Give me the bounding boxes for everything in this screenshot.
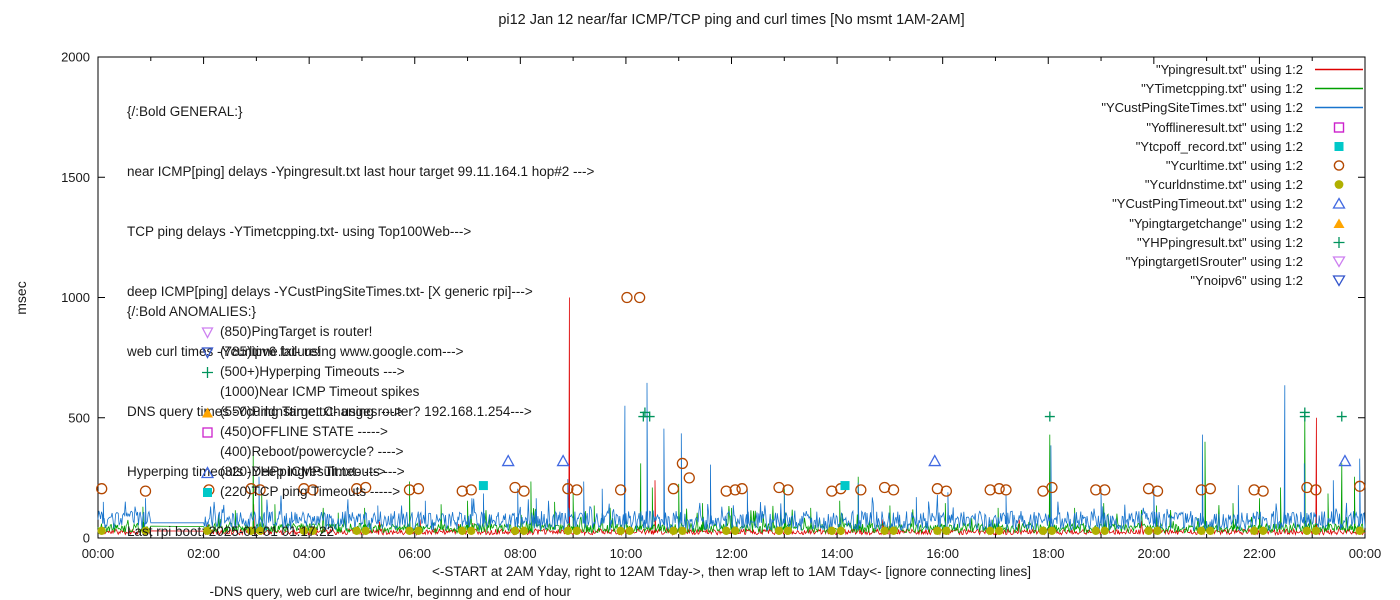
svg-text:500: 500 xyxy=(68,410,90,425)
svg-text:20:00: 20:00 xyxy=(1138,546,1171,561)
series-YTimetcpping.txt xyxy=(97,412,1366,535)
anomaly-reboot-powercycle: (400)Reboot/powercycle? ----> xyxy=(200,442,419,462)
x-axis-label: <-START at 2AM Yday, right to 12AM Tday-… xyxy=(432,564,1031,579)
anomaly-deep-icmp-timeouts: (320)Deep ICMP Timeouts ---> xyxy=(200,462,419,482)
filled-square-cyan-icon xyxy=(200,485,215,500)
anomaly-pingtarget-router: (850)PingTarget is router! xyxy=(200,322,419,342)
anomalies-annotation-block: {/:Bold ANOMALIES:} (850)PingTarget is r… xyxy=(127,302,419,502)
plus-icon xyxy=(200,365,215,380)
general-annotation-block: {/:Bold GENERAL:} near ICMP[ping] delays… xyxy=(127,62,617,600)
svg-text:14:00: 14:00 xyxy=(821,546,854,561)
legend-entry-ycurldnstime: "Ycurldnstime.txt" using 1:2 xyxy=(1101,175,1366,194)
annotation-line: Last rpi boot: 2025-01-01 01:17:22 xyxy=(127,524,335,539)
no-marker-spacer xyxy=(200,385,215,400)
open-down-triangle-icon xyxy=(1312,274,1366,288)
open-triangle-icon xyxy=(1312,197,1366,211)
legend-entry-yhppingresult: "YHPpingresult.txt" using 1:2 xyxy=(1101,233,1366,252)
svg-text:2000: 2000 xyxy=(61,50,90,65)
filled-triangle-icon xyxy=(1312,216,1366,230)
anomaly-hyperping-timeouts: (500+)Hyperping Timeouts ---> xyxy=(200,362,419,382)
svg-text:1500: 1500 xyxy=(61,170,90,185)
open-square-icon xyxy=(1312,120,1366,134)
legend-entry-ytcpoff-record: "Ytcpoff_record.txt" using 1:2 xyxy=(1101,137,1366,156)
annotation-line: web curl times -Ycurltime.txt- using www… xyxy=(127,344,464,359)
anomaly-near-icmp-timeout: (1000)Near ICMP Timeout spikes xyxy=(200,382,419,402)
legend: "Ypingresult.txt" using 1:2 "YTimetcppin… xyxy=(1101,60,1366,290)
annotation-line: {/:Bold GENERAL:} xyxy=(127,104,243,119)
line-sample-icon xyxy=(1312,63,1366,77)
anomaly-tcp-ping-timeouts: (220)TCP ping Timeouts -----> xyxy=(200,482,419,502)
plus-icon xyxy=(1312,235,1366,249)
anomaly-offline-state: (450)OFFLINE STATE -----> xyxy=(200,422,419,442)
legend-entry-ycustpingsitetimes: "YCustPingSiteTimes.txt" using 1:2 xyxy=(1101,98,1366,117)
svg-text:00:00: 00:00 xyxy=(1349,546,1382,561)
svg-text:04:00: 04:00 xyxy=(293,546,326,561)
anomaly-ipv6-failure: (785)ipv6 failure! xyxy=(200,342,419,362)
svg-text:0: 0 xyxy=(83,531,90,546)
legend-entry-yofflineresult: "Yofflineresult.txt" using 1:2 xyxy=(1101,118,1366,137)
annotation-line: deep ICMP[ping] delays -YCustPingSiteTim… xyxy=(127,284,533,299)
series-Ypingresult.txt xyxy=(97,297,1366,537)
annotation-line: near ICMP[ping] delays -Ypingresult.txt … xyxy=(127,164,595,179)
svg-text:18:00: 18:00 xyxy=(1032,546,1065,561)
svg-text:22:00: 22:00 xyxy=(1243,546,1276,561)
line-sample-icon xyxy=(1312,101,1366,115)
svg-text:10:00: 10:00 xyxy=(610,546,643,561)
annotation-line: Hyperping timeouts -YHPpingresult.txt- -… xyxy=(127,464,386,479)
anomalies-header: {/:Bold ANOMALIES:} xyxy=(127,304,257,319)
legend-entry-ycustpingtimeout: "YCustPingTimeout.txt" using 1:2 xyxy=(1101,194,1366,213)
svg-text:00:00: 00:00 xyxy=(82,546,115,561)
open-square-magenta-icon xyxy=(200,425,215,440)
legend-entry-ypingtargetisrouter: "YpingtargetISrouter" using 1:2 xyxy=(1101,252,1366,271)
filled-square-icon xyxy=(1312,139,1366,153)
annotation-line: TCP ping delays -YTimetcpping.txt- using… xyxy=(127,224,472,239)
legend-entry-ypingtargetchange: "Ypingtargetchange" using 1:2 xyxy=(1101,214,1366,233)
chart-title: pi12 Jan 12 near/far ICMP/TCP ping and c… xyxy=(498,12,965,28)
no-marker-spacer xyxy=(200,445,215,460)
series-YCustPingSiteTimes.txt xyxy=(97,382,1366,532)
svg-text:08:00: 08:00 xyxy=(504,546,537,561)
legend-entry-ynoipv6: "Ynoipv6" using 1:2 xyxy=(1101,271,1366,290)
down-triangle-violet-icon xyxy=(200,325,215,340)
filled-circle-icon xyxy=(1312,178,1366,192)
svg-text:12:00: 12:00 xyxy=(715,546,748,561)
down-triangle-blue-icon xyxy=(200,345,215,360)
open-down-triangle-icon xyxy=(1312,254,1366,268)
svg-text:1000: 1000 xyxy=(61,290,90,305)
legend-entry-ycurltime: "Ycurltime.txt" using 1:2 xyxy=(1101,156,1366,175)
legend-entry-ypingresult: "Ypingresult.txt" using 1:2 xyxy=(1101,60,1366,79)
annotation-line: -DNS query, web curl are twice/hr, begin… xyxy=(127,584,571,599)
legend-entry-ytimetcpping: "YTimetcpping.txt" using 1:2 xyxy=(1101,79,1366,98)
annotation-line: DNS query times -Ycurldnstime.txt- using… xyxy=(127,404,532,419)
svg-text:16:00: 16:00 xyxy=(926,546,959,561)
open-circle-icon xyxy=(1312,159,1366,173)
svg-text:06:00: 06:00 xyxy=(398,546,431,561)
filled-triangle-orange-icon xyxy=(200,405,215,420)
anomaly-ping-target-changes: (550)Ping Target Changes ---> xyxy=(200,402,419,422)
open-triangle-blue-icon xyxy=(200,465,215,480)
svg-text:02:00: 02:00 xyxy=(187,546,220,561)
line-sample-icon xyxy=(1312,82,1366,96)
y-axis-label: msec xyxy=(13,281,29,315)
